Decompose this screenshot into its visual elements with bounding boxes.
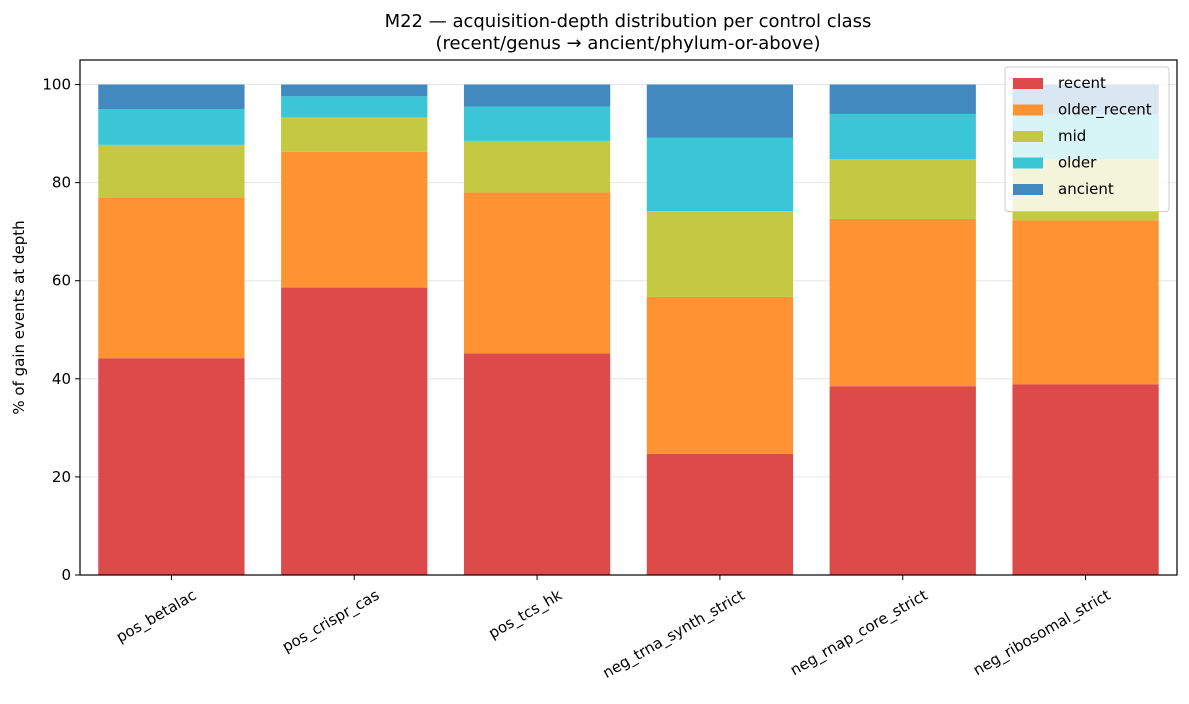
legend-label-older_recent: older_recent [1058, 101, 1152, 120]
y-tick-label: 80 [52, 174, 71, 192]
legend-box [1004, 66, 1170, 212]
chart-subtitle: (recent/genus → ancient/phylum-or-above) [436, 33, 821, 54]
y-tick-label: 0 [61, 566, 71, 584]
bar-segment-recent [281, 287, 428, 575]
bar-segment-ancient [829, 84, 976, 114]
bar-stack [98, 84, 245, 575]
legend-swatch-ancient [1013, 184, 1043, 195]
bar-stack [463, 84, 611, 575]
legend-swatch-mid [1013, 131, 1043, 142]
y-tick-label: 20 [52, 468, 71, 486]
legend-label-ancient: ancient [1058, 180, 1114, 198]
bar-segment-recent [829, 386, 976, 575]
y-tick-label: 60 [52, 272, 71, 290]
bar-stack [829, 84, 976, 575]
bars [98, 84, 1159, 575]
bar-segment-older [646, 137, 794, 212]
legend-label-recent: recent [1058, 74, 1106, 92]
bar-segment-older [829, 113, 976, 160]
bar-segment-older [463, 106, 611, 141]
bar-segment-recent [98, 358, 245, 575]
bar-segment-recent [463, 353, 611, 575]
y-axis-label: % of gain events at depth [10, 220, 28, 414]
bar-segment-ancient [646, 84, 794, 138]
bar-segment-ancient [281, 84, 428, 97]
legend-label-mid: mid [1058, 127, 1086, 145]
bar-segment-older_recent [98, 197, 245, 359]
bar-segment-mid [281, 117, 428, 152]
chart-title: M22 — acquisition-depth distribution per… [385, 11, 872, 32]
bar-segment-ancient [98, 84, 245, 110]
bar-segment-recent [1012, 384, 1159, 575]
bar-segment-mid [98, 144, 245, 198]
y-axis: 0 20 40 60 80 100 [42, 76, 80, 584]
plot-frame [79, 59, 1178, 576]
bar-segment-mid [829, 159, 976, 219]
legend-label-older: older [1058, 154, 1097, 172]
bar-segment-older [98, 109, 245, 145]
bar-segment-older_recent [281, 151, 428, 288]
bar-stack [646, 84, 794, 575]
bar-segment-older_recent [463, 192, 611, 354]
bar-segment-older_recent [646, 296, 794, 454]
bar-segment-older_recent [829, 218, 976, 387]
legend-swatch-recent [1013, 78, 1043, 89]
bar-segment-mid [463, 140, 611, 193]
bar-segment-older_recent [1012, 220, 1159, 385]
bar-segment-mid [646, 211, 794, 297]
bar-segment-ancient [463, 84, 611, 107]
bar-stack [281, 84, 428, 575]
legend-swatch-older [1013, 157, 1043, 169]
bar-segment-older [281, 96, 428, 118]
bar-segment-recent [646, 453, 794, 575]
y-tick-label: 40 [52, 370, 71, 388]
legend-swatch-older_recent [1013, 104, 1043, 116]
y-tick-label: 100 [42, 76, 71, 94]
